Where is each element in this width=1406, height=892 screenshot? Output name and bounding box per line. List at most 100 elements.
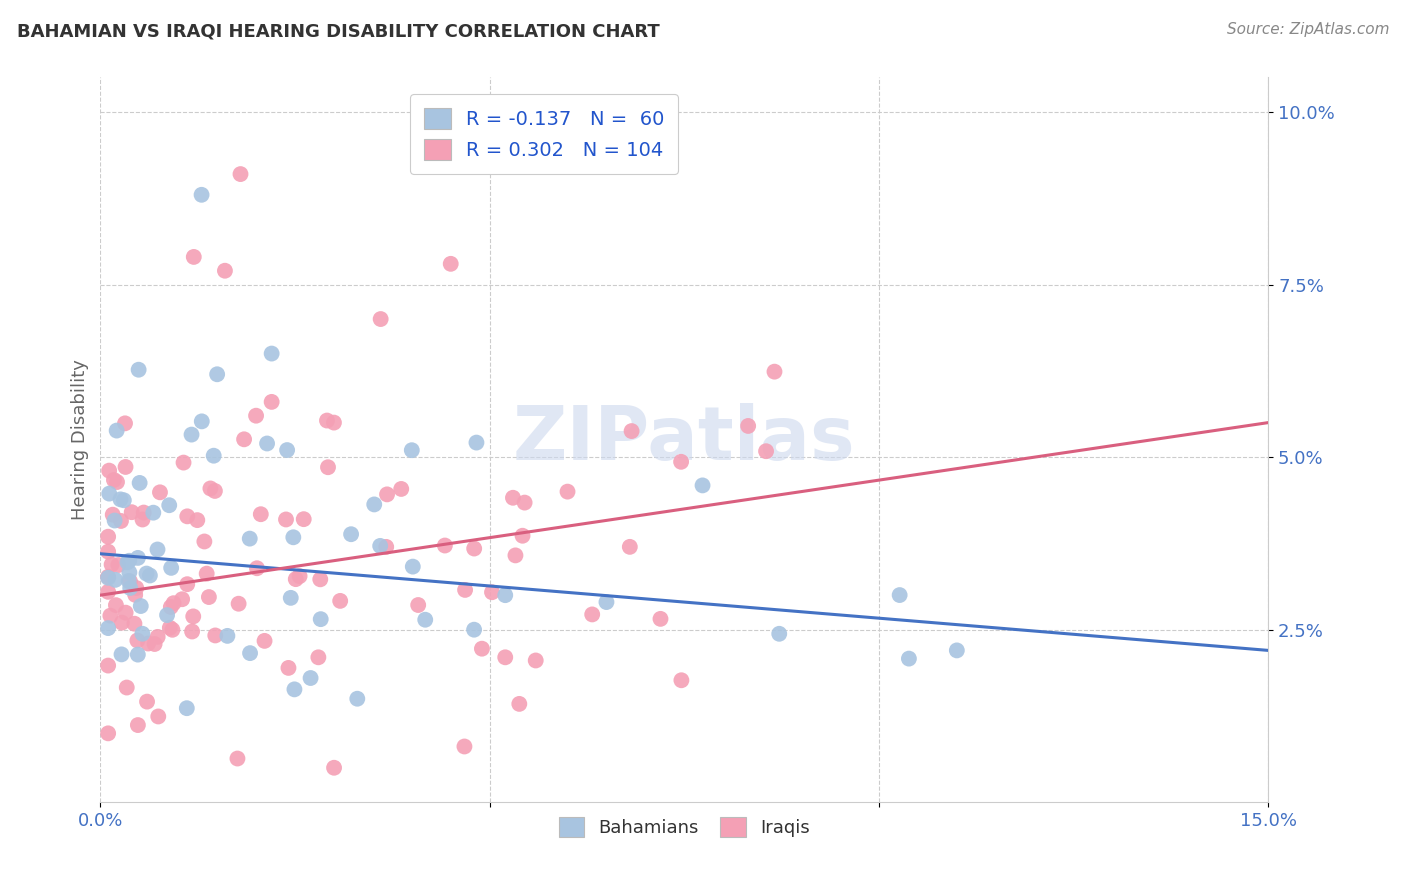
Point (115, 681, 138, 695)
Point (104, 598, 127, 612)
Point (239, 532, 262, 546)
Point (97, 570, 120, 584)
Point (619, 540, 641, 554)
Point (97, 571, 120, 585)
Point (191, 414, 214, 428)
Point (107, 558, 129, 572)
Point (97, 544, 120, 558)
Point (127, 550, 149, 565)
Point (280, 591, 302, 605)
Point (329, 594, 352, 608)
Point (214, 264, 236, 278)
Point (465, 435, 488, 450)
Point (111, 615, 134, 630)
Point (105, 424, 128, 438)
Point (100, 558, 122, 572)
Point (256, 436, 278, 450)
Point (97, 658, 120, 673)
Point (160, 561, 183, 575)
Point (505, 549, 527, 563)
Point (233, 432, 256, 446)
Point (131, 512, 153, 526)
Point (110, 648, 132, 662)
Point (508, 697, 530, 711)
Point (97, 621, 120, 635)
Point (595, 595, 617, 609)
Point (309, 612, 332, 626)
Point (98, 486, 121, 500)
Point (98, 608, 121, 623)
Point (249, 507, 271, 521)
Point (299, 671, 322, 685)
Point (620, 424, 643, 438)
Point (173, 456, 195, 470)
Point (118, 554, 141, 568)
Point (946, 643, 969, 657)
Point (363, 498, 385, 512)
Point (104, 573, 127, 587)
Point (146, 542, 169, 557)
Point (307, 650, 329, 665)
Point (481, 585, 503, 599)
Point (283, 530, 305, 544)
Point (186, 513, 208, 527)
Point (103, 473, 125, 487)
Point (112, 493, 135, 508)
Point (217, 629, 239, 643)
Point (284, 572, 307, 586)
Point (127, 648, 149, 662)
Point (755, 444, 778, 458)
Point (463, 541, 485, 556)
Point (340, 527, 363, 541)
Point (160, 599, 183, 614)
Point (494, 588, 516, 602)
Point (346, 691, 368, 706)
Point (114, 417, 136, 431)
Point (129, 599, 152, 613)
Point (581, 607, 603, 622)
Point (226, 751, 249, 765)
Point (195, 566, 218, 581)
Point (204, 483, 226, 498)
Point (172, 592, 194, 607)
Text: BAHAMIAN VS IRAQI HEARING DISABILITY CORRELATION CHART: BAHAMIAN VS IRAQI HEARING DISABILITY COR… (17, 22, 659, 40)
Point (146, 630, 169, 644)
Point (176, 509, 198, 524)
Point (176, 701, 198, 715)
Point (768, 627, 790, 641)
Point (198, 590, 221, 604)
Point (136, 695, 159, 709)
Point (180, 427, 202, 442)
Point (239, 646, 262, 660)
Point (401, 443, 423, 458)
Point (368, 539, 391, 553)
Point (202, 449, 225, 463)
Point (205, 368, 228, 382)
Point (135, 566, 157, 581)
Point (440, 257, 463, 271)
Point (276, 443, 298, 458)
Point (117, 555, 139, 569)
Point (181, 609, 204, 624)
Point (110, 492, 132, 507)
Point (277, 661, 299, 675)
Point (406, 598, 429, 612)
Point (889, 588, 911, 602)
Point (118, 574, 141, 588)
Point (763, 365, 786, 379)
Point (193, 534, 215, 549)
Y-axis label: Hearing Disability: Hearing Disability (72, 359, 89, 520)
Point (98, 464, 121, 478)
Point (136, 636, 159, 650)
Point (190, 187, 212, 202)
Point (128, 362, 150, 376)
Point (110, 514, 132, 528)
Point (323, 761, 346, 775)
Point (245, 409, 267, 423)
Point (114, 459, 136, 474)
Point (162, 623, 184, 637)
Point (288, 569, 311, 583)
Point (228, 597, 250, 611)
Point (142, 506, 165, 520)
Point (156, 608, 179, 623)
